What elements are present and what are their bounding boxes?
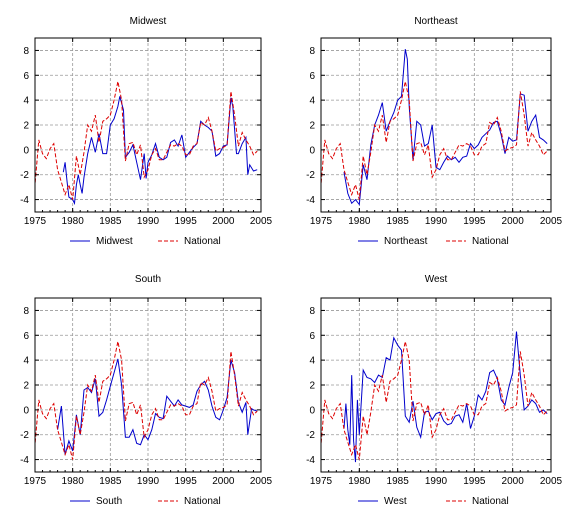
x-tick-label: 1985 <box>99 476 122 487</box>
y-tick-label: -4 <box>306 195 315 206</box>
x-tick-label: 2005 <box>250 476 273 487</box>
legend-label: National <box>472 236 509 247</box>
x-tick-label: 2000 <box>502 476 525 487</box>
panel-midwest: Midwest -4 -2 0 2 4 6 8 1975 1980 1985 1990 1995 2000… <box>20 16 272 247</box>
x-tick-label: 1985 <box>387 476 410 487</box>
x-tick-label: 1980 <box>348 476 371 487</box>
y-tick-label: 6 <box>23 71 29 82</box>
y-tick-label: -2 <box>306 170 315 181</box>
x-tick-label: 1985 <box>99 216 122 227</box>
y-tick-label: 0 <box>23 145 29 156</box>
legend: South National <box>70 496 221 507</box>
y-tick-label: -2 <box>306 430 315 441</box>
x-tick-label: 2005 <box>540 476 563 487</box>
legend-label: National <box>472 496 509 507</box>
x-tick-label: 2005 <box>250 216 273 227</box>
x-tick-label: 1995 <box>463 476 486 487</box>
y-tick-label: 8 <box>23 306 29 317</box>
series-line-south <box>57 358 258 455</box>
chart-title: South <box>135 274 161 285</box>
legend: Northeast National <box>358 236 509 247</box>
y-tick-label: 4 <box>309 96 315 107</box>
y-tick-label: 6 <box>309 71 315 82</box>
x-tick-label: 1990 <box>137 476 160 487</box>
legend-label: National <box>184 236 221 247</box>
legend-label: Northeast <box>384 236 428 247</box>
legend-label: National <box>184 496 221 507</box>
legend-label: South <box>96 496 122 507</box>
series-line-national <box>321 81 548 200</box>
y-tick-label: -4 <box>20 195 29 206</box>
panel-northeast: Northeast -4 -2 0 2 4 6 8 1975 1980 1985 1990 1995 20… <box>306 16 562 247</box>
x-tick-label: 1980 <box>62 476 85 487</box>
series-line-northeast <box>343 49 548 206</box>
series-line-west <box>343 331 548 463</box>
x-tick-label: 1995 <box>463 216 486 227</box>
y-tick-label: 0 <box>309 405 315 416</box>
legend-label: West <box>384 496 407 507</box>
x-tick-label: 1980 <box>348 216 371 227</box>
x-tick-label: 1990 <box>425 476 448 487</box>
x-tick-label: 1990 <box>137 216 160 227</box>
y-tick-label: 8 <box>309 306 315 317</box>
y-tick-label: 2 <box>309 121 315 132</box>
x-tick-label: 1975 <box>310 216 333 227</box>
y-tick-label: 8 <box>23 46 29 57</box>
y-tick-label: 6 <box>309 331 315 342</box>
legend: Midwest National <box>70 236 221 247</box>
y-tick-label: -4 <box>306 455 315 466</box>
y-tick-label: -4 <box>20 455 29 466</box>
y-tick-label: 2 <box>23 121 29 132</box>
x-tick-label: 1975 <box>24 216 47 227</box>
legend-label: Midwest <box>96 236 133 247</box>
x-tick-label: 1980 <box>62 216 85 227</box>
series-line-national <box>35 341 258 460</box>
x-tick-label: 1975 <box>310 476 333 487</box>
y-tick-label: -2 <box>20 430 29 441</box>
y-tick-label: 2 <box>23 381 29 392</box>
x-tick-label: 1995 <box>175 216 198 227</box>
series-line-national <box>321 341 548 460</box>
y-tick-label: 2 <box>309 381 315 392</box>
panel-south: South -4 -2 0 2 4 6 8 1975 1980 1985 1990 1995 2000 20… <box>20 274 272 507</box>
panel-west: West -4 -2 0 2 4 6 8 1975 1980 1985 1990 1995 2000 200… <box>306 274 562 507</box>
y-tick-label: 4 <box>309 356 315 367</box>
chart-title: Northeast <box>414 16 458 27</box>
x-tick-label: 2000 <box>212 216 235 227</box>
y-tick-label: 4 <box>23 356 29 367</box>
y-tick-label: 4 <box>23 96 29 107</box>
x-tick-label: 1995 <box>175 476 198 487</box>
y-tick-label: 6 <box>23 331 29 342</box>
x-tick-label: 1985 <box>387 216 410 227</box>
chart-title: Midwest <box>130 16 167 27</box>
x-tick-label: 1990 <box>425 216 448 227</box>
legend: West National <box>358 496 509 507</box>
y-tick-label: -2 <box>20 170 29 181</box>
x-tick-label: 1975 <box>24 476 47 487</box>
x-tick-label: 2005 <box>540 216 563 227</box>
y-tick-label: 0 <box>23 405 29 416</box>
series-line-national <box>35 81 258 200</box>
x-tick-label: 2000 <box>502 216 525 227</box>
chart-title: West <box>425 274 448 285</box>
x-tick-label: 2000 <box>212 476 235 487</box>
y-tick-label: 0 <box>309 145 315 156</box>
y-tick-label: 8 <box>309 46 315 57</box>
